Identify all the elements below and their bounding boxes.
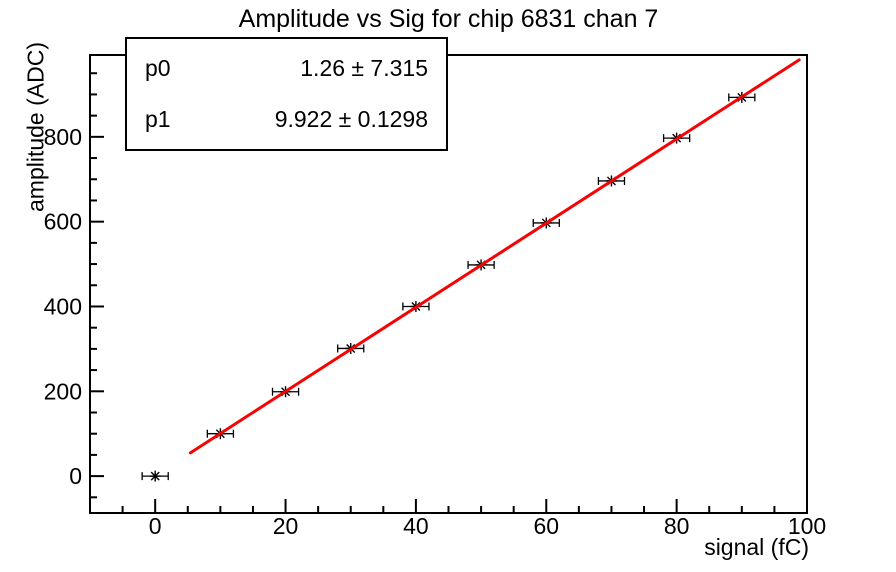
y-tick-label: 400 xyxy=(44,293,82,319)
x-tick-label: 60 xyxy=(533,513,559,539)
plot-frame xyxy=(89,54,808,514)
x-axis-title: signal (fC) xyxy=(704,534,809,560)
stats-row: p1 9.922 ± 0.1298 xyxy=(145,106,428,133)
y-tick-label: 200 xyxy=(44,378,82,404)
stats-row: p0 1.26 ± 7.315 xyxy=(145,55,428,82)
y-tick-label: 800 xyxy=(44,124,82,150)
stats-box: p0 1.26 ± 7.315 p1 9.922 ± 0.1298 xyxy=(125,37,448,151)
y-tick-label: 0 xyxy=(69,463,82,489)
x-tick-label: 40 xyxy=(403,513,429,539)
x-tick-label: 80 xyxy=(664,513,690,539)
x-tick-label: 0 xyxy=(149,513,162,539)
data-point xyxy=(141,470,169,482)
x-tick-label: 100 xyxy=(788,513,826,539)
chart-title: Amplitude vs Sig for chip 6831 chan 7 xyxy=(238,5,659,33)
param-name: p1 xyxy=(145,106,171,132)
fit-line xyxy=(188,58,801,455)
marker-stroke xyxy=(150,471,160,481)
y-tick-label: 600 xyxy=(44,209,82,235)
y-axis-title: amplitude (ADC) xyxy=(22,42,49,212)
param-name: p0 xyxy=(145,55,171,81)
x-tick-label: 20 xyxy=(273,513,299,539)
param-value: 9.922 ± 0.1298 xyxy=(274,106,428,132)
param-value: 1.26 ± 7.315 xyxy=(300,55,428,81)
